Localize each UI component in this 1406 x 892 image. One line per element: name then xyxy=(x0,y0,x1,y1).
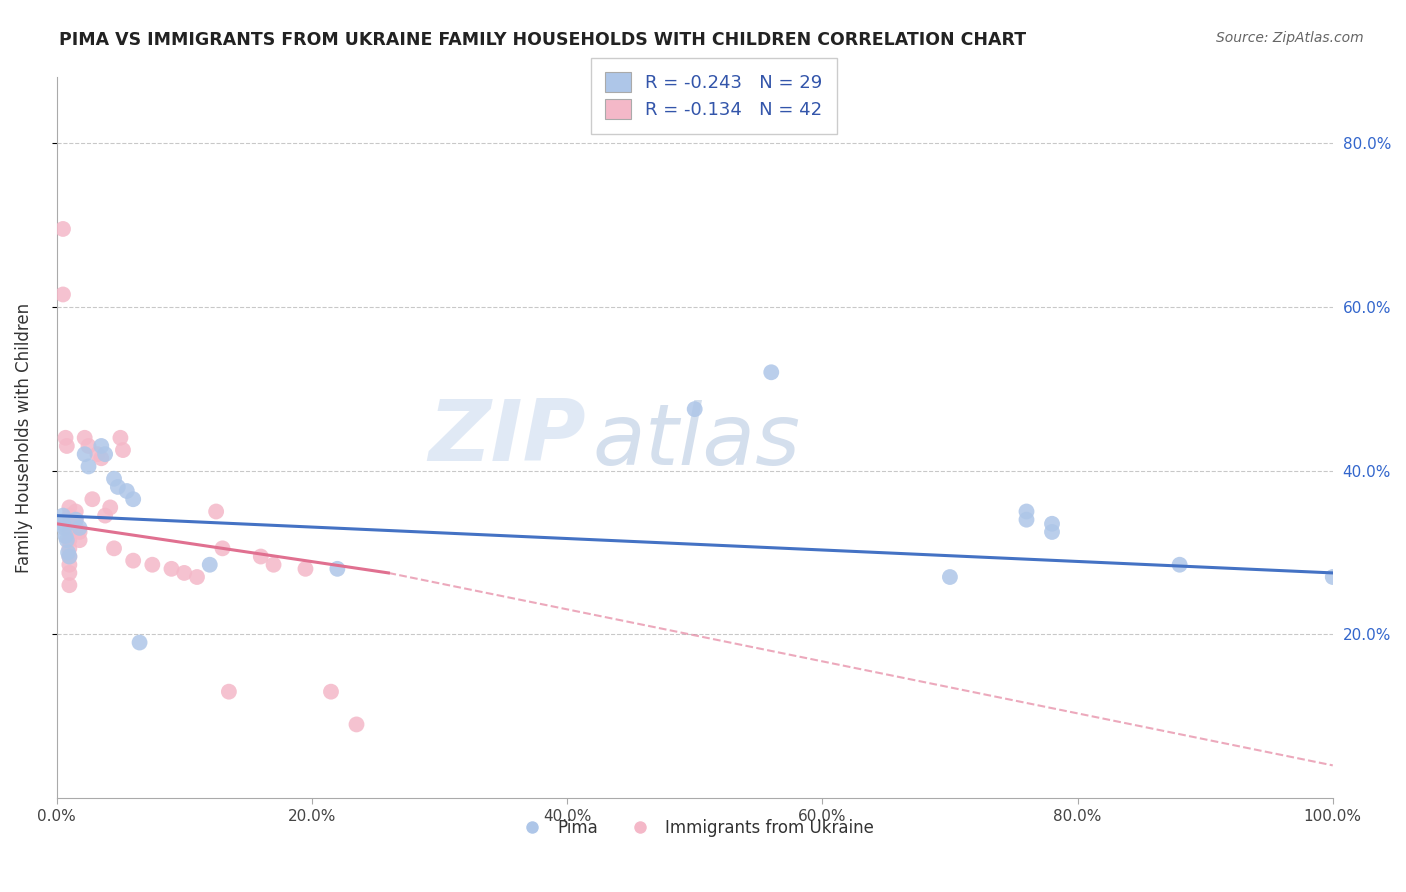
Point xyxy=(82,492,104,507)
Point xyxy=(94,508,117,523)
Point xyxy=(86,447,108,461)
Point xyxy=(294,562,316,576)
Point xyxy=(58,549,80,564)
Point xyxy=(160,562,183,576)
Point xyxy=(56,439,79,453)
Point xyxy=(205,504,228,518)
Point xyxy=(683,402,706,417)
Point xyxy=(211,541,233,556)
Point xyxy=(173,566,195,580)
Point xyxy=(1015,513,1038,527)
Point xyxy=(69,533,91,548)
Point xyxy=(58,558,80,572)
Point xyxy=(58,566,80,580)
Point xyxy=(103,472,125,486)
Point xyxy=(103,541,125,556)
Point xyxy=(52,287,75,301)
Point xyxy=(263,558,285,572)
Point xyxy=(1040,516,1063,531)
Point xyxy=(69,524,91,539)
Point xyxy=(65,504,87,518)
Text: PIMA VS IMMIGRANTS FROM UKRAINE FAMILY HOUSEHOLDS WITH CHILDREN CORRELATION CHAR: PIMA VS IMMIGRANTS FROM UKRAINE FAMILY H… xyxy=(59,31,1026,49)
Point xyxy=(98,500,121,515)
Point xyxy=(65,513,87,527)
Point xyxy=(346,717,368,731)
Point xyxy=(110,431,132,445)
Point xyxy=(90,451,112,466)
Point xyxy=(52,516,75,531)
Point xyxy=(73,431,96,445)
Point xyxy=(939,570,962,584)
Point xyxy=(761,365,783,379)
Point xyxy=(58,508,80,523)
Point xyxy=(58,524,80,539)
Point xyxy=(249,549,271,564)
Point xyxy=(1168,558,1191,572)
Point xyxy=(65,513,87,527)
Point xyxy=(107,480,129,494)
Point xyxy=(58,578,80,592)
Legend: Pima, Immigrants from Ukraine: Pima, Immigrants from Ukraine xyxy=(509,813,880,844)
Text: atlas: atlas xyxy=(592,400,800,483)
Point xyxy=(58,516,80,531)
Point xyxy=(77,439,100,453)
Point xyxy=(122,554,145,568)
Y-axis label: Family Households with Children: Family Households with Children xyxy=(15,302,32,573)
Point xyxy=(58,500,80,515)
Text: Source: ZipAtlas.com: Source: ZipAtlas.com xyxy=(1216,31,1364,45)
Point xyxy=(326,562,349,576)
Point xyxy=(73,447,96,461)
Point xyxy=(111,443,134,458)
Point xyxy=(55,431,77,445)
Text: ZIP: ZIP xyxy=(429,396,586,479)
Point xyxy=(77,459,100,474)
Point xyxy=(94,447,117,461)
Point xyxy=(52,222,75,236)
Point xyxy=(90,439,112,453)
Point xyxy=(1040,524,1063,539)
Point xyxy=(56,545,79,559)
Point xyxy=(319,684,342,698)
Point xyxy=(1322,570,1344,584)
Point xyxy=(58,549,80,564)
Point xyxy=(55,529,77,543)
Point xyxy=(53,521,76,535)
Point xyxy=(69,521,91,535)
Point xyxy=(198,558,221,572)
Point xyxy=(1015,504,1038,518)
Point xyxy=(186,570,208,584)
Point xyxy=(58,541,80,556)
Point xyxy=(141,558,163,572)
Point xyxy=(58,533,80,548)
Point xyxy=(56,533,79,548)
Point xyxy=(115,483,138,498)
Point xyxy=(65,521,87,535)
Point xyxy=(122,492,145,507)
Point xyxy=(218,684,240,698)
Point xyxy=(52,508,75,523)
Point xyxy=(128,635,150,649)
